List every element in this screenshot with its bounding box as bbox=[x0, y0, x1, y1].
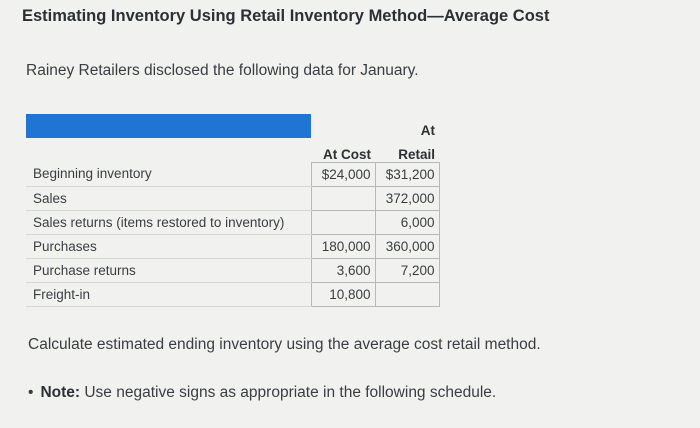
row-label: Freight-in bbox=[26, 282, 311, 307]
bullet-icon: • bbox=[28, 384, 34, 401]
retail-header-line1: At bbox=[420, 123, 435, 138]
table-row: Sales returns (items restored to invento… bbox=[26, 209, 440, 235]
row-label: Beginning inventory bbox=[26, 162, 311, 187]
page-title: Estimating Inventory Using Retail Invent… bbox=[22, 7, 550, 25]
inventory-data-table: At At Cost Retail Beginning inventory $2… bbox=[26, 114, 440, 307]
cost-header: At Cost bbox=[323, 146, 371, 162]
table-header-row-2: At Cost Retail bbox=[26, 138, 439, 162]
cost-header-line1 bbox=[311, 114, 375, 138]
row-label: Purchase returns bbox=[26, 258, 311, 283]
cost-value: 3,600 bbox=[310, 257, 376, 283]
cost-value: $24,000 bbox=[310, 161, 376, 187]
note-line: • Note: Use negative signs as appropriate… bbox=[28, 384, 496, 402]
note-label: Note: bbox=[40, 384, 81, 401]
cost-value bbox=[310, 209, 376, 235]
retail-value: 7,200 bbox=[374, 257, 440, 283]
intro-text: Rainey Retailers disclosed the following… bbox=[26, 62, 419, 79]
retail-value: 360,000 bbox=[374, 233, 440, 259]
header-band bbox=[26, 114, 311, 138]
question-text: Calculate estimated ending inventory usi… bbox=[28, 336, 541, 353]
retail-value: 6,000 bbox=[374, 209, 440, 235]
table-row: Sales 372,000 bbox=[26, 185, 440, 211]
retail-header: Retail bbox=[398, 146, 435, 162]
retail-value: $31,200 bbox=[374, 161, 440, 187]
row-label: Sales bbox=[26, 186, 311, 211]
header-label-spacer bbox=[26, 138, 311, 162]
cost-value: 10,800 bbox=[310, 281, 376, 307]
cost-value bbox=[310, 185, 376, 211]
row-label: Purchases bbox=[26, 234, 311, 259]
retail-value: 372,000 bbox=[374, 185, 440, 211]
note-text: Use negative signs as appropriate in the… bbox=[80, 384, 497, 401]
row-label: Sales returns (items restored to invento… bbox=[26, 210, 311, 235]
cost-value: 180,000 bbox=[310, 233, 376, 259]
retail-value bbox=[374, 281, 440, 307]
table-header-row-1: At bbox=[26, 114, 439, 138]
table-row: Purchases 180,000 360,000 bbox=[26, 233, 440, 259]
table-row: Purchase returns 3,600 7,200 bbox=[26, 257, 440, 283]
table-row: Beginning inventory $24,000 $31,200 bbox=[26, 161, 440, 187]
table-row: Freight-in 10,800 bbox=[26, 281, 440, 307]
